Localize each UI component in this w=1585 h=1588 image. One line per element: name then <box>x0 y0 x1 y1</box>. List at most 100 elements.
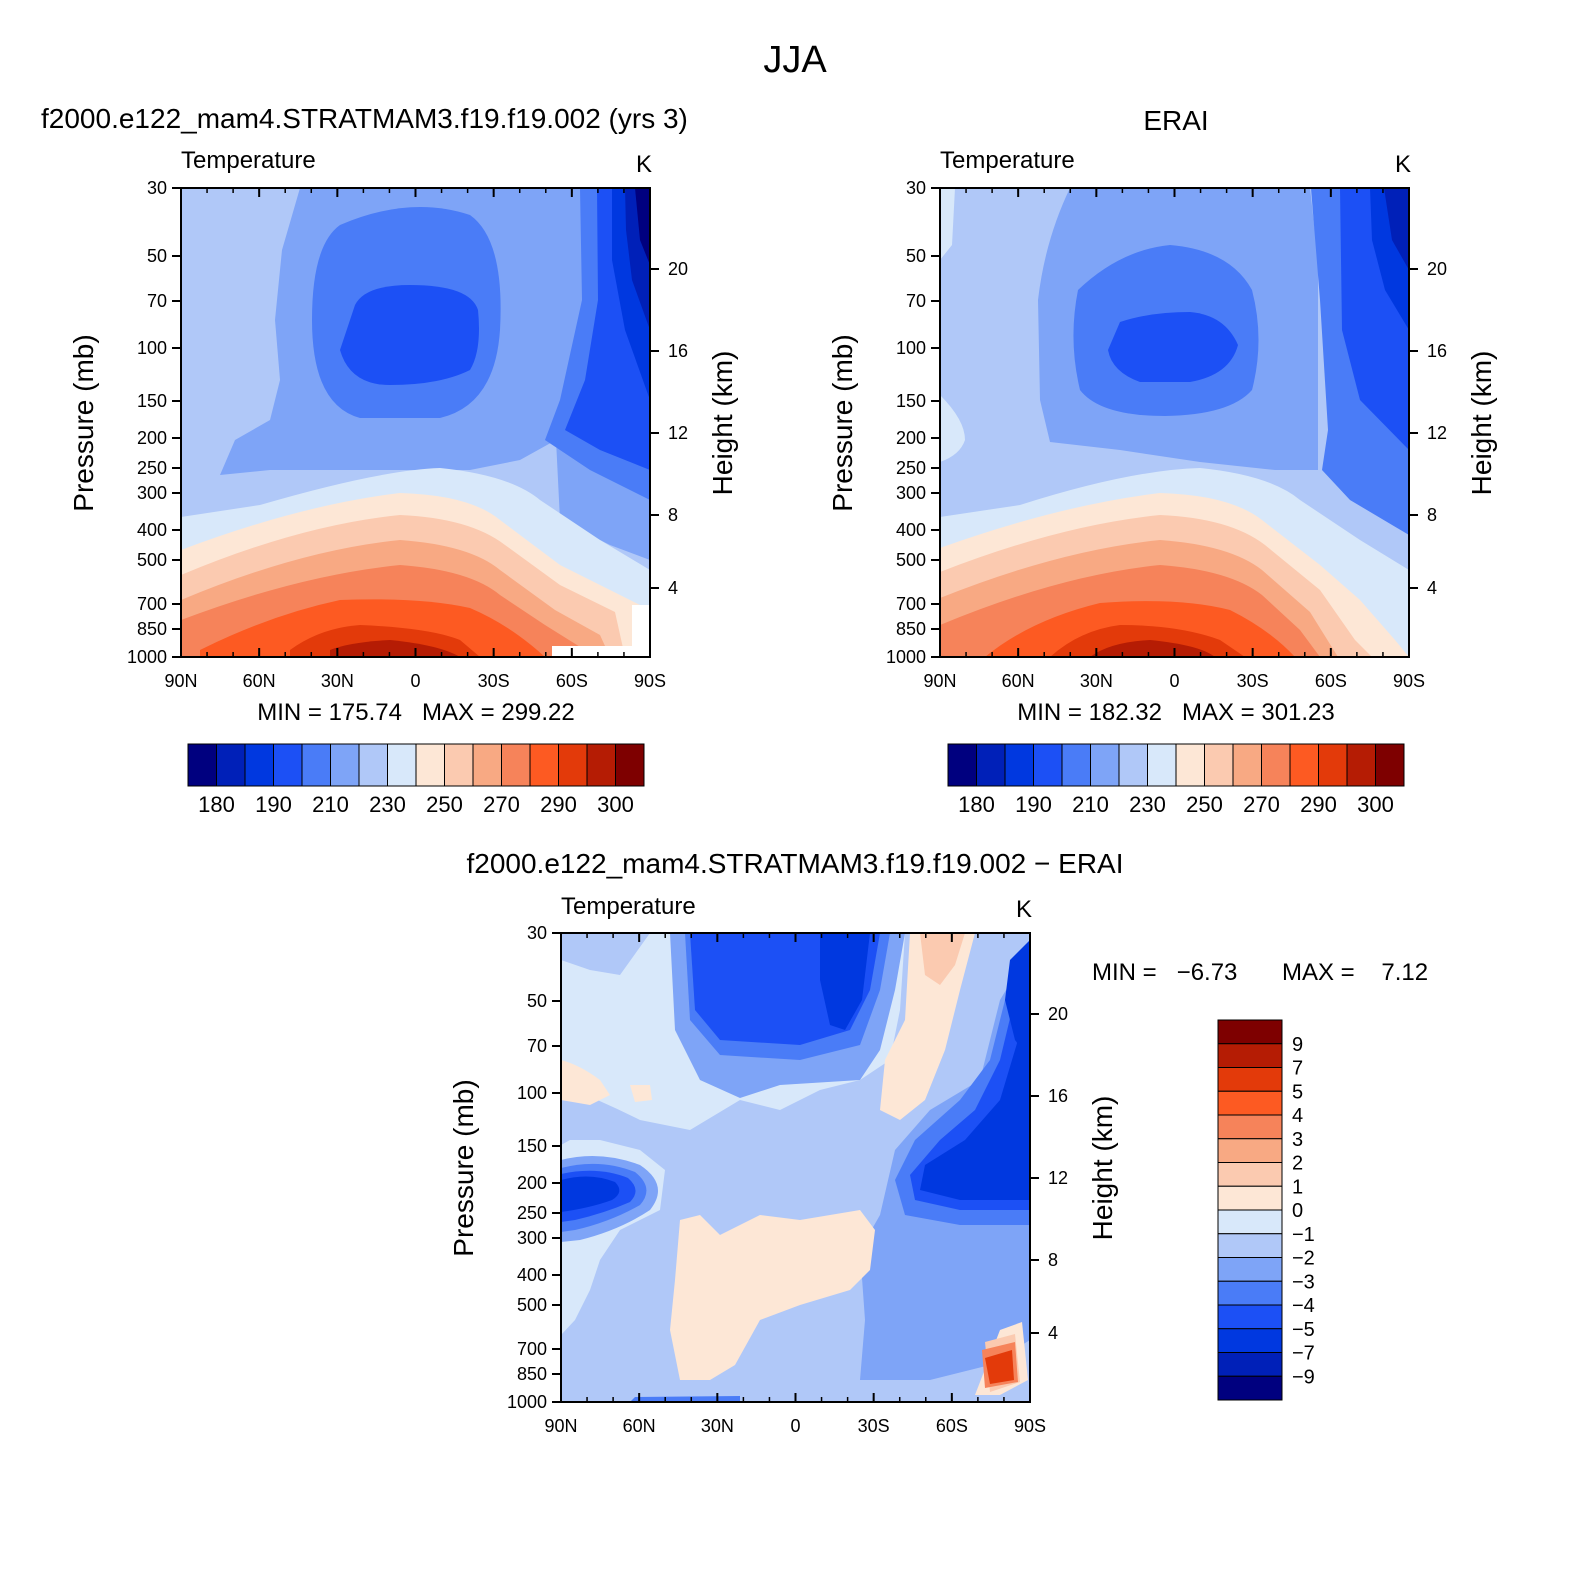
colorbar-label: 4 <box>1292 1105 1303 1127</box>
y-tick-label: 30 <box>906 178 926 198</box>
colorbar-label: 3 <box>1292 1129 1303 1151</box>
colorbar-swatch <box>444 743 474 787</box>
x-tick-label: 60N <box>623 1416 656 1436</box>
y2-tick-label: 12 <box>668 423 688 443</box>
y-tick-label: 300 <box>896 483 926 503</box>
y-tick-label: 150 <box>896 391 926 411</box>
y-tick-label: 200 <box>517 1173 547 1193</box>
panel-model-contours <box>181 188 650 657</box>
y-tick-label: 200 <box>137 428 167 448</box>
y-axis-label: Pressure (mb) <box>827 334 858 511</box>
x-tick-label: 90N <box>164 671 197 691</box>
y-tick-label: 250 <box>137 458 167 478</box>
x-tick-label: 0 <box>790 1416 800 1436</box>
colorbar-swatch <box>1346 743 1376 787</box>
panel-obs: ERAI Temperature K 90N 60N 30N 0 30S 60S 90S 30… <box>827 105 1497 817</box>
x-tick-label: 30S <box>1237 671 1269 691</box>
colorbar-swatch <box>1289 743 1319 787</box>
colorbar-swatch <box>1217 1138 1283 1163</box>
colorbar-label: 300 <box>1357 792 1394 817</box>
colorbar-swatch <box>1318 743 1348 787</box>
y-tick-label: 500 <box>137 550 167 570</box>
y2-tick-label: 20 <box>668 259 688 279</box>
y-tick-label: 850 <box>137 619 167 639</box>
panel-obs-title: ERAI <box>1143 105 1208 136</box>
colorbar-label: 1 <box>1292 1176 1303 1198</box>
contour-band <box>330 640 460 657</box>
panel-difference-contours <box>561 933 1030 1402</box>
contour-band <box>985 1350 1014 1384</box>
contour-band <box>820 933 870 1030</box>
y-tick-label: 300 <box>137 483 167 503</box>
contour-band <box>700 1150 730 1185</box>
y-tick-label: 50 <box>147 246 167 266</box>
colorbar-swatch <box>1217 1375 1283 1401</box>
y2-axis-label: Height (km) <box>1087 1096 1118 1241</box>
colorbar-swatch <box>415 743 445 787</box>
colorbar-swatch <box>1217 1043 1283 1068</box>
colorbar-swatch <box>330 743 360 787</box>
y2-tick-label: 12 <box>1427 423 1447 443</box>
contour-band <box>1005 940 1030 1060</box>
panel-model: f2000.e122_mam4.STRATMAM3.f19.f19.002 (y… <box>41 103 738 817</box>
panel-difference-units: K <box>1016 896 1032 923</box>
panel-difference-stats-min: MIN = −6.73 <box>1092 959 1237 986</box>
colorbar-swatch <box>1232 743 1262 787</box>
x-tick-label: 90S <box>1393 671 1425 691</box>
panel-difference: f2000.e122_mam4.STRATMAM3.f19.f19.002 − … <box>448 848 1428 1436</box>
y-tick-label: 200 <box>896 428 926 448</box>
colorbar-swatch <box>529 743 559 787</box>
contour-band <box>920 1000 1030 1200</box>
colorbar-swatch <box>1217 1185 1283 1211</box>
contour-band <box>1384 188 1409 270</box>
x-tick-label: 30N <box>321 671 354 691</box>
contour-band <box>561 1176 620 1212</box>
colorbar-swatch <box>558 743 588 787</box>
y2-axis-label: Height (km) <box>707 351 738 496</box>
panel-difference-variable-label: Temperature <box>561 893 696 920</box>
colorbar-swatch <box>1217 1233 1283 1258</box>
panel-obs-units: K <box>1395 151 1411 178</box>
contour-band <box>630 1396 740 1402</box>
y2-tick-label: 4 <box>668 578 678 598</box>
panel-obs-variable-label: Temperature <box>940 147 1075 174</box>
colorbar-swatch <box>615 743 645 787</box>
y-axis-label: Pressure (mb) <box>68 334 99 511</box>
colorbar-swatch <box>1147 743 1177 787</box>
colorbar-label: 5 <box>1292 1081 1303 1103</box>
colorbar-label: 2 <box>1292 1153 1303 1175</box>
y-tick-label: 500 <box>517 1295 547 1315</box>
y-tick-label: 700 <box>137 594 167 614</box>
contour-band <box>940 188 955 260</box>
colorbar-swatch <box>1217 1067 1283 1092</box>
colorbar-swatch <box>1217 1090 1283 1116</box>
y-tick-label: 1000 <box>886 647 926 667</box>
colorbar-label: 9 <box>1292 1034 1303 1056</box>
y-tick-label: 50 <box>906 246 926 266</box>
colorbar-swatch <box>1061 743 1091 787</box>
x-tick-label: 60S <box>936 1416 968 1436</box>
colorbar-label: 250 <box>1186 792 1223 817</box>
y-axis-label: Pressure (mb) <box>448 1079 479 1256</box>
colorbar-label: 0 <box>1292 1200 1303 1222</box>
colorbar-swatch <box>947 743 977 787</box>
x-tick-label: 30S <box>478 671 510 691</box>
y-tick-label: 850 <box>896 619 926 639</box>
colorbar-swatch <box>501 743 531 787</box>
x-tick-label: 60N <box>243 671 276 691</box>
colorbar-swatch <box>1204 743 1234 787</box>
y2-tick-label: 16 <box>1427 341 1447 361</box>
colorbar-label: 230 <box>1129 792 1166 817</box>
colorbar-swatch <box>216 743 246 787</box>
x-tick-label: 90N <box>544 1416 577 1436</box>
colorbar-swatch <box>1217 1209 1283 1235</box>
colorbar-swatch <box>1118 743 1148 787</box>
contour-band <box>1090 640 1215 657</box>
x-tick-label: 60S <box>556 671 588 691</box>
colorbar-swatch <box>301 743 331 787</box>
panel-model-variable-label: Temperature <box>181 147 316 174</box>
colorbar-label: 290 <box>1300 792 1337 817</box>
y2-axis-label: Height (km) <box>1466 351 1497 496</box>
colorbar-swatch <box>358 743 388 787</box>
